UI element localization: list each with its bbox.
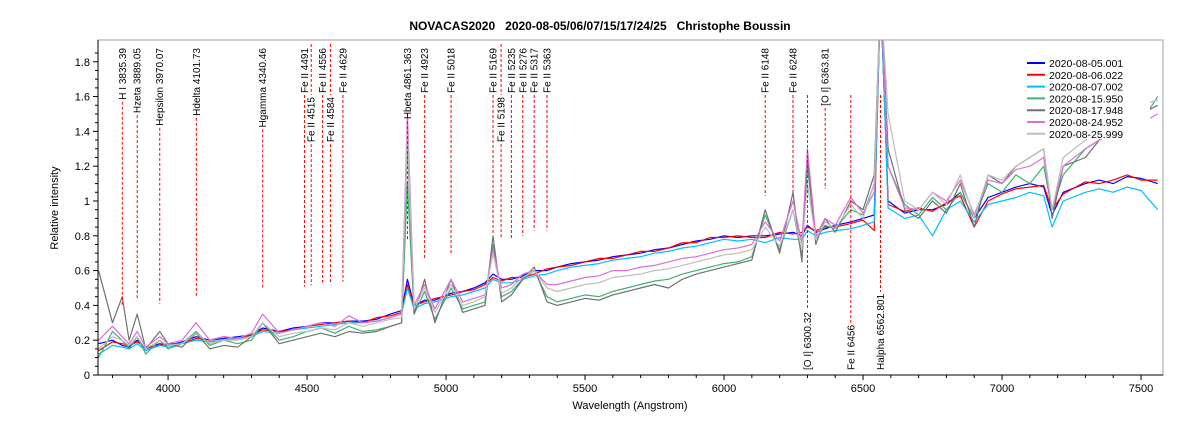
line-marker-label: H I 3835.39 [118,48,129,100]
line-marker: Hdelta 4101.73 [192,48,203,297]
y-tick-label: 0.8 [75,231,90,243]
series-line-2020-08-24.952 [98,40,1158,348]
legend: 2020-08-05.0012020-08-06.0222020-08-07.0… [1013,55,1150,141]
line-marker: Fe II 5198 [497,44,508,239]
x-tick-label: 4000 [156,383,180,395]
series-line-2020-08-07.002 [98,40,1159,355]
y-tick-label: 1.4 [75,126,90,138]
line-marker-label: Fe II 5276 [518,48,529,93]
line-marker-label: Fe II 5018 [447,48,458,93]
y-tick-label: 0.4 [75,300,90,312]
line-marker-label: Fe II 5169 [489,48,500,93]
legend-entry: 2020-08-17.948 [1049,105,1123,117]
y-tick-label: 1.6 [75,92,90,104]
x-tick-label: 6500 [851,383,875,395]
legend-entry: 2020-08-24.952 [1049,117,1123,129]
legend-box [1013,55,1150,139]
line-marker: Hbeta 4861.363 [403,48,414,240]
line-marker-label: Fe II 6148 [761,48,772,93]
x-tick-label: 4500 [295,383,319,395]
line-marker-label: Fe II 5317 [530,48,541,93]
line-marker-label: Fe II 4629 [338,48,349,93]
line-marker: [O I] 6300.32 [803,95,814,370]
line-marker: Halpha 6562.801 [876,95,887,370]
chart-title: NOVACAS2020 2020-08-05/06/07/15/17/24/25… [409,19,790,33]
line-marker: Fe II 5235 [507,48,518,240]
legend-entry: 2020-08-06.022 [1049,70,1123,82]
line-marker: Fe II 4629 [338,48,349,282]
line-marker-label: Fe II 6456 [846,325,857,370]
line-marker: Hzeta 3889.05 [133,48,144,301]
line-marker-label: Fe II 5198 [497,97,508,142]
line-marker-label: Hdelta 4101.73 [192,48,203,116]
y-axis-label: Relative intensity [49,166,61,250]
line-marker: Fe II 5317 [530,48,541,231]
line-marker-label: Fe II 5363 [542,48,553,93]
line-marker-label: Hbeta 4861.363 [403,48,414,120]
series-line-2020-08-06.022 [98,40,1158,352]
series-line-2020-08-25.999 [98,40,1158,350]
y-tick-label: 0.2 [75,335,90,347]
x-tick-label: 6000 [712,383,736,395]
line-marker-label: Fe II 6248 [788,48,799,93]
y-tick-label: 0.6 [75,266,90,278]
line-marker-label: Fe II 4491 [300,48,311,93]
line-marker: Fe II 6248 [788,48,799,193]
series-line-2020-08-17.948 [98,40,1158,350]
line-marker: Fe II 5363 [542,48,553,231]
legend-entry: 2020-08-15.950 [1049,93,1123,105]
line-marker: Fe II 5276 [518,48,529,236]
line-marker-label: Fe II 5235 [507,48,518,93]
y-tick-label: 1.8 [75,57,90,69]
line-marker-label: Fe II 4556 [318,48,329,93]
line-marker: [O I] 6363.81 [821,48,832,189]
line-marker-label: Halpha 6562.801 [876,293,887,370]
line-marker: Hgamma 4340.46 [258,48,269,289]
line-marker-label: Hgamma 4340.46 [258,48,269,128]
legend-entry: 2020-08-25.999 [1049,129,1123,141]
line-marker: Fe II 6148 [761,48,772,196]
line-marker-label: [O I] 6300.32 [803,312,814,370]
x-axis-label: Wavelength (Angstrom) [572,400,687,412]
line-marker: Fe II 4584 [326,44,337,283]
line-marker: H I 3835.39 [118,48,129,306]
x-tick-label: 5000 [434,383,458,395]
line-marker: Fe II 5169 [489,48,500,235]
line-marker: Hepsilon 3970.07 [155,48,166,304]
line-marker-label: Fe II 4515 [307,97,318,142]
line-marker-label: Hzeta 3889.05 [133,48,144,113]
legend-entry: 2020-08-07.002 [1049,82,1123,94]
line-marker: Fe II 4491 [300,48,311,287]
line-marker: Fe II 6456 [846,95,857,370]
line-marker-label: Fe II 4923 [420,48,431,93]
line-marker-label: [O I] 6363.81 [821,48,832,106]
line-marker-label: Hepsilon 3970.07 [155,48,166,126]
y-tick-label: 1.2 [75,161,90,173]
line-marker: Fe II 4515 [307,44,318,286]
x-tick-label: 5500 [573,383,597,395]
x-tick-label: 7500 [1129,383,1153,395]
line-marker: Fe II 5018 [447,48,458,254]
legend-entry: 2020-08-05.001 [1049,58,1123,70]
x-tick-label: 7000 [990,383,1014,395]
y-tick-label: 1 [84,196,90,208]
line-marker: Fe II 4556 [318,48,329,283]
y-tick-label: 0 [84,370,90,382]
line-marker-label: Fe II 4584 [326,97,337,142]
line-marker: Fe II 4923 [420,48,431,261]
